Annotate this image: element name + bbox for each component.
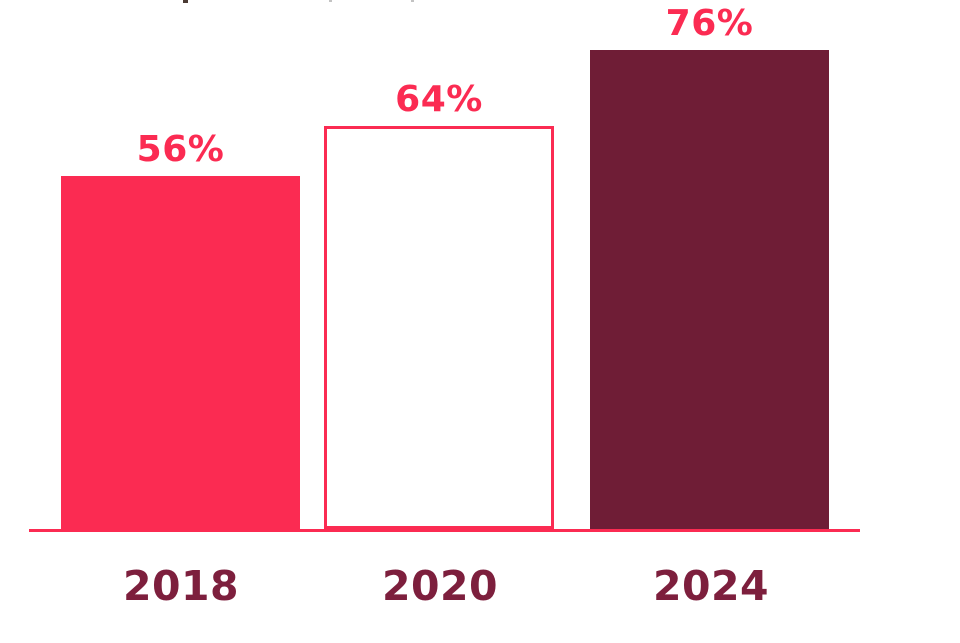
bar-2018 xyxy=(61,176,300,529)
x-axis-label-2024: 2024 xyxy=(652,562,770,610)
bar-value-label-2018: 56% xyxy=(136,129,225,170)
bar-group-2018: 56% xyxy=(61,132,300,529)
cropped-title-fragment xyxy=(411,0,414,2)
x-axis-label-2018: 2018 xyxy=(122,562,240,610)
bar-group-2020: 64% xyxy=(324,82,554,529)
bar-value-label-2020: 64% xyxy=(395,79,483,120)
bar-2024 xyxy=(590,50,829,529)
bar-value-label-2024: 76% xyxy=(665,3,754,44)
x-axis-label-2020: 2020 xyxy=(381,562,499,610)
cropped-title-fragment xyxy=(329,0,332,2)
bar-group-2024: 76% xyxy=(590,6,829,529)
bar-2020 xyxy=(324,126,554,529)
x-axis-line xyxy=(29,529,860,532)
cropped-title-fragment xyxy=(183,0,188,3)
